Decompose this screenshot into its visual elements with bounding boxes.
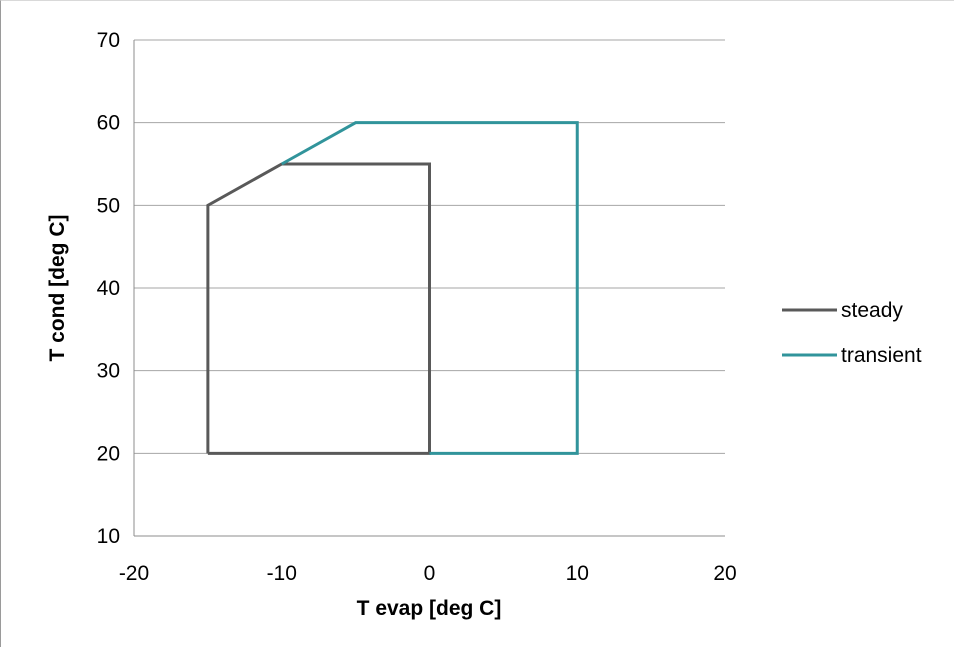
series-line-transient xyxy=(281,121,579,455)
y-tick-label: 70 xyxy=(97,29,120,52)
y-tick-label: 20 xyxy=(97,442,120,465)
y-tick-label: 30 xyxy=(97,360,120,383)
y-tick-label: 40 xyxy=(97,277,120,300)
x-tick-label: 10 xyxy=(566,562,589,585)
x-tick-label: -10 xyxy=(267,562,297,585)
x-tick-label: 20 xyxy=(713,562,736,585)
label-layer: T evap [deg C] T cond [deg C] xyxy=(46,215,501,620)
legend: steady transient xyxy=(782,299,922,367)
y-tick-label: 60 xyxy=(97,112,120,135)
y-tick-label: 50 xyxy=(97,194,120,217)
y-tick-label: 10 xyxy=(97,525,120,548)
x-tick-label: 0 xyxy=(424,562,436,585)
x-axis-title: T evap [deg C] xyxy=(357,597,502,620)
x-tick-label: -20 xyxy=(119,562,149,585)
series-layer xyxy=(206,121,579,455)
series-line-steady xyxy=(206,162,431,455)
legend-label-transient: transient xyxy=(841,344,922,367)
legend-label-steady: steady xyxy=(841,299,903,322)
y-axis-title: T cond [deg C] xyxy=(46,215,69,362)
axis-layer: 10 20 30 40 50 60 70 -20 -10 0 10 20 xyxy=(97,29,737,585)
